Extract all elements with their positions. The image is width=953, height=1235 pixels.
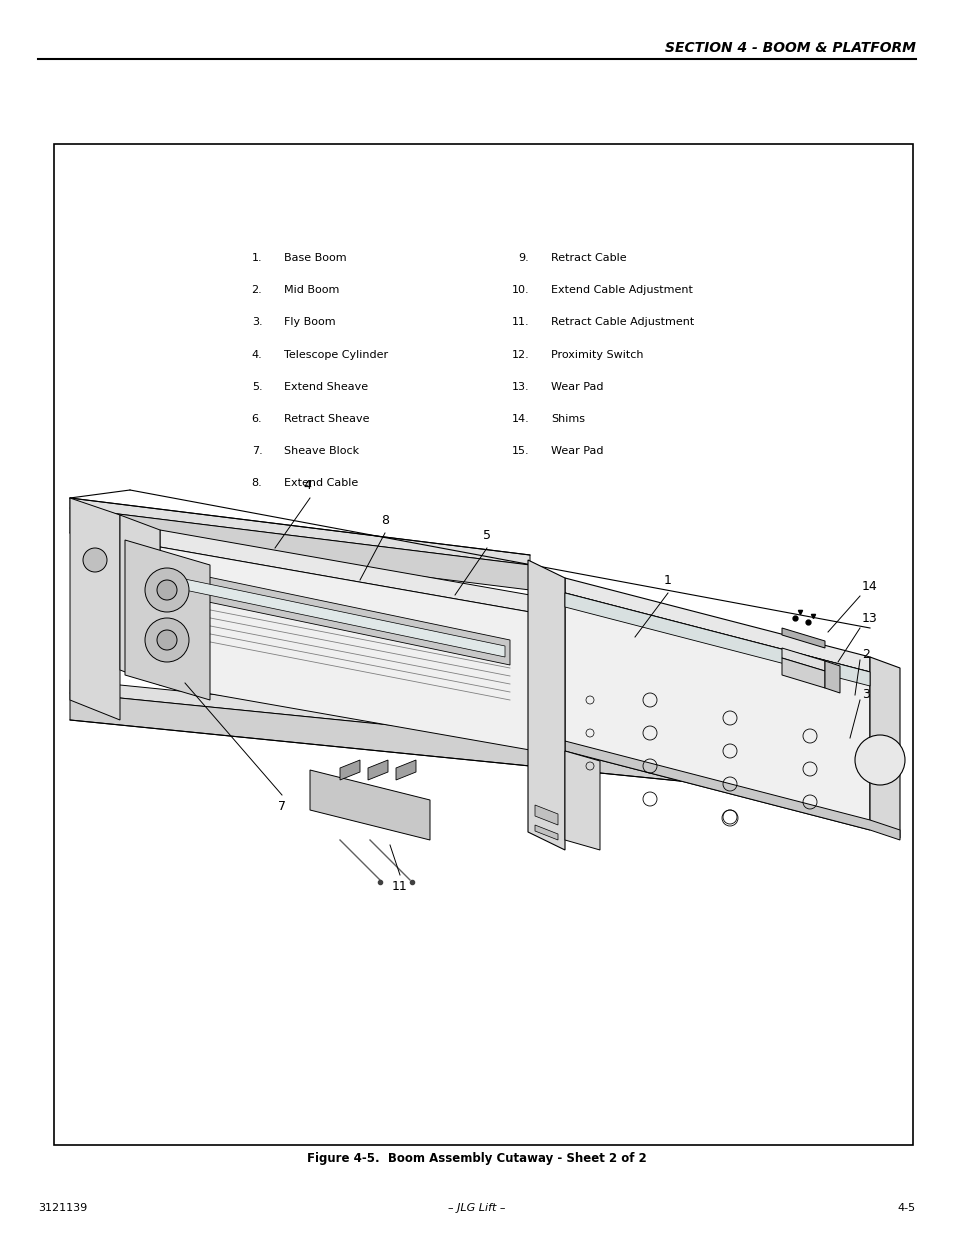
Polygon shape: [564, 741, 899, 840]
Polygon shape: [535, 805, 558, 825]
Polygon shape: [160, 547, 530, 750]
Text: Base Boom: Base Boom: [284, 253, 347, 263]
Text: Figure 4-5.  Boom Assembly Cutaway - Sheet 2 of 2: Figure 4-5. Boom Assembly Cutaway - Shee…: [307, 1152, 646, 1166]
Text: 4-5: 4-5: [897, 1203, 915, 1213]
Polygon shape: [70, 498, 530, 564]
Polygon shape: [70, 508, 530, 590]
Polygon shape: [781, 658, 824, 688]
Text: 7: 7: [277, 800, 286, 813]
Text: 15.: 15.: [512, 446, 529, 456]
Bar: [54, 144, 912, 1145]
Polygon shape: [160, 530, 530, 613]
Text: Mid Boom: Mid Boom: [284, 285, 339, 295]
Text: 4.: 4.: [252, 350, 262, 359]
Polygon shape: [70, 693, 869, 800]
Text: 11: 11: [392, 881, 408, 893]
Text: 2: 2: [862, 647, 869, 661]
Circle shape: [157, 630, 177, 650]
Polygon shape: [339, 760, 359, 781]
Polygon shape: [125, 540, 210, 700]
Text: 11.: 11.: [512, 317, 529, 327]
Polygon shape: [120, 515, 160, 685]
Polygon shape: [310, 769, 430, 840]
Text: Wear Pad: Wear Pad: [551, 382, 603, 391]
Polygon shape: [564, 751, 599, 850]
Circle shape: [854, 735, 904, 785]
Text: Wear Pad: Wear Pad: [551, 446, 603, 456]
Text: 14: 14: [862, 579, 877, 593]
Polygon shape: [781, 648, 824, 671]
Polygon shape: [395, 760, 416, 781]
Polygon shape: [564, 593, 869, 685]
Polygon shape: [824, 661, 840, 693]
Text: Extend Cable Adjustment: Extend Cable Adjustment: [551, 285, 693, 295]
Circle shape: [157, 580, 177, 600]
Text: Retract Sheave: Retract Sheave: [284, 414, 370, 424]
Text: 9.: 9.: [518, 253, 529, 263]
Text: 8.: 8.: [252, 478, 262, 488]
Text: Proximity Switch: Proximity Switch: [551, 350, 643, 359]
Polygon shape: [869, 657, 899, 839]
Text: 8: 8: [380, 514, 389, 527]
Polygon shape: [174, 571, 510, 664]
Text: 3: 3: [862, 688, 869, 700]
Polygon shape: [564, 593, 869, 830]
Text: Retract Cable: Retract Cable: [551, 253, 626, 263]
Text: 3121139: 3121139: [38, 1203, 88, 1213]
Text: Telescope Cylinder: Telescope Cylinder: [284, 350, 388, 359]
Text: Fly Boom: Fly Boom: [284, 317, 335, 327]
Text: 1: 1: [663, 574, 671, 587]
Polygon shape: [368, 760, 388, 781]
Text: 14.: 14.: [511, 414, 529, 424]
Text: 5.: 5.: [252, 382, 262, 391]
Text: 13: 13: [862, 611, 877, 625]
Polygon shape: [535, 825, 558, 840]
Text: Shims: Shims: [551, 414, 585, 424]
Circle shape: [145, 618, 189, 662]
Polygon shape: [70, 680, 869, 773]
Text: 7.: 7.: [252, 446, 262, 456]
Polygon shape: [180, 578, 504, 657]
Text: 1.: 1.: [252, 253, 262, 263]
Text: – JLG Lift –: – JLG Lift –: [448, 1203, 505, 1213]
Text: SECTION 4 - BOOM & PLATFORM: SECTION 4 - BOOM & PLATFORM: [664, 41, 915, 54]
Polygon shape: [70, 498, 120, 720]
Text: 6.: 6.: [252, 414, 262, 424]
Text: 3.: 3.: [252, 317, 262, 327]
Text: 2.: 2.: [252, 285, 262, 295]
Text: Sheave Block: Sheave Block: [284, 446, 359, 456]
Text: 4: 4: [303, 479, 311, 492]
Text: Retract Cable Adjustment: Retract Cable Adjustment: [551, 317, 694, 327]
Text: Extend Sheave: Extend Sheave: [284, 382, 368, 391]
Text: 5: 5: [482, 529, 491, 542]
Polygon shape: [781, 629, 824, 648]
Polygon shape: [527, 559, 564, 850]
Circle shape: [145, 568, 189, 613]
Text: 13.: 13.: [512, 382, 529, 391]
Circle shape: [83, 548, 107, 572]
Text: 12.: 12.: [511, 350, 529, 359]
Text: Extend Cable: Extend Cable: [284, 478, 358, 488]
Polygon shape: [564, 578, 869, 672]
Text: 10.: 10.: [512, 285, 529, 295]
